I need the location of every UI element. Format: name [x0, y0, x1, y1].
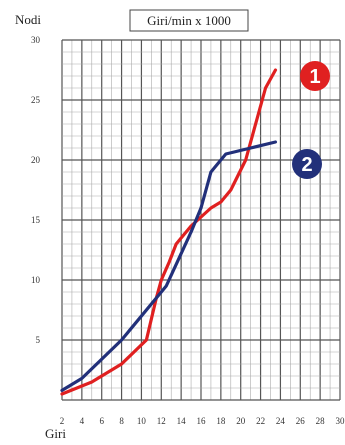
- y-tick-label: 25: [31, 95, 41, 105]
- x-tick-label: 16: [197, 416, 207, 426]
- x-tick-label: 8: [119, 416, 124, 426]
- x-tick-label: 26: [296, 416, 306, 426]
- x-tick-label: 4: [80, 416, 85, 426]
- series-2-badge-label: 2: [301, 154, 312, 176]
- x-tick-label: 28: [316, 416, 326, 426]
- y-tick-label: 15: [31, 215, 41, 225]
- x-axis-label: Giri: [45, 426, 66, 441]
- y-tick-label: 5: [36, 335, 41, 345]
- title-box: [129, 9, 249, 32]
- x-tick-label: 14: [177, 416, 187, 426]
- series-1-badge-label: 1: [309, 66, 320, 88]
- series-2-badge: [292, 149, 322, 179]
- grid: [61, 39, 341, 401]
- x-tick-label: 20: [236, 416, 246, 426]
- x-tick-label: 12: [157, 416, 166, 426]
- series-layer: [60, 68, 278, 396]
- x-tick-label: 10: [137, 416, 147, 426]
- series-2-line: [60, 140, 278, 392]
- series-1-badge: [300, 61, 330, 91]
- x-tick-label: 6: [99, 416, 104, 426]
- x-tick-label: 24: [276, 416, 286, 426]
- x-tick-label: 30: [336, 416, 345, 426]
- chart-title: Giri/min x 1000: [147, 13, 231, 28]
- y-tick-label: 30: [31, 35, 41, 45]
- x-tick-label: 2: [60, 416, 65, 426]
- y-tick-label: 20: [31, 155, 41, 165]
- x-tick-label: 18: [216, 416, 226, 426]
- y-axis-label: Nodi: [15, 12, 41, 27]
- series-badges: 1 2: [292, 61, 330, 179]
- y-tick-label: 10: [31, 275, 41, 285]
- x-tick-label: 22: [256, 416, 265, 426]
- series-1-line: [60, 68, 278, 396]
